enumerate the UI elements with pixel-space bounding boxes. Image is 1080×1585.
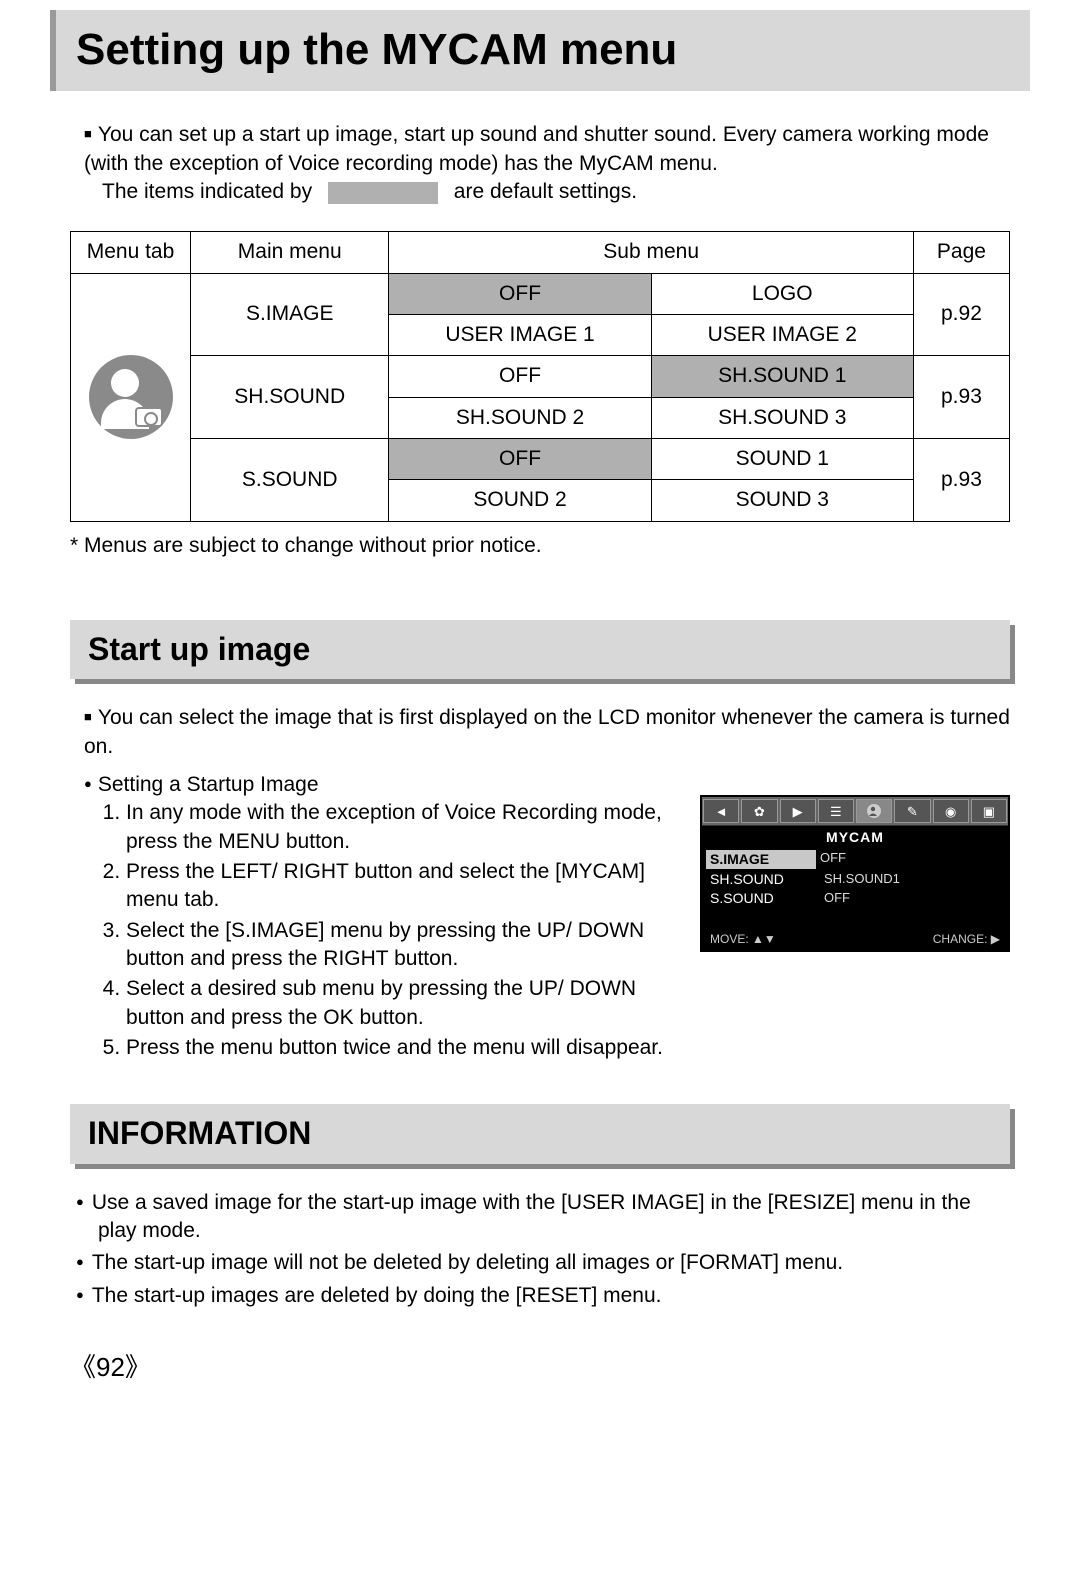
lcd-tab-icon: ▣	[971, 799, 1007, 823]
lcd-row-value: OFF	[820, 890, 1000, 907]
info-item: The start-up image will not be deleted b…	[98, 1249, 1010, 1277]
lcd-row: S.IMAGE OFF	[702, 849, 1008, 870]
lcd-row-value: SH.SOUND1	[820, 871, 1000, 888]
page-cell: p.92	[913, 273, 1009, 356]
sub-cell: USER IMAGE 1	[389, 315, 651, 356]
sub-cell: SOUND 2	[389, 480, 651, 521]
page-title-bar: Setting up the MYCAM menu	[50, 10, 1030, 91]
main-ssound: S.SOUND	[191, 439, 389, 522]
sub-cell: SH.SOUND 2	[389, 397, 651, 438]
page-title: Setting up the MYCAM menu	[76, 20, 1010, 79]
sub-cell: SOUND 3	[651, 480, 913, 521]
default-swatch	[328, 182, 438, 204]
lcd-row: SH.SOUND SH.SOUND1	[702, 870, 1008, 889]
table-row: S.IMAGE OFF LOGO p.92	[71, 273, 1010, 314]
lcd-footer: MOVE: ▲▼ CHANGE: ▶	[702, 926, 1008, 950]
section-startup-body: You can select the image that is first d…	[84, 704, 1010, 1064]
intro-line1: You can set up a start up image, start u…	[84, 121, 1010, 178]
lcd-row-label: S.SOUND	[710, 890, 820, 907]
sub-cell: OFF	[389, 273, 651, 314]
sub-cell: SH.SOUND 3	[651, 397, 913, 438]
mycam-menu-table: Menu tab Main menu Sub menu Page S.IMAGE…	[70, 231, 1010, 521]
lcd-row-label: S.IMAGE	[706, 850, 816, 869]
info-item: The start-up images are deleted by doing…	[98, 1282, 1010, 1310]
table-row: SH.SOUND OFF SH.SOUND 1 p.93	[71, 356, 1010, 397]
sub-cell: SH.SOUND 1	[651, 356, 913, 397]
step-item: In any mode with the exception of Voice …	[126, 799, 670, 856]
main-shsound: SH.SOUND	[191, 356, 389, 439]
startup-intro: You can select the image that is first d…	[84, 704, 1010, 761]
lcd-preview: ◄ ✿ ▶ ☰ ✎ ◉ ▣ MYCAM S.IMAGE OFF SH.SOUND…	[700, 795, 1010, 952]
table-row: S.SOUND OFF SOUND 1 p.93	[71, 439, 1010, 480]
lcd-tab-icon: ☰	[818, 799, 854, 823]
section-info-heading: INFORMATION	[70, 1104, 1010, 1163]
sub-cell: LOGO	[651, 273, 913, 314]
lcd-tab-icon: ◄	[703, 799, 739, 823]
lcd-change-hint: CHANGE: ▶	[933, 932, 1000, 946]
lcd-tab-icon: ✎	[894, 799, 930, 823]
table-header-row: Menu tab Main menu Sub menu Page	[71, 232, 1010, 273]
lcd-tabs: ◄ ✿ ▶ ☰ ✎ ◉ ▣	[702, 797, 1008, 826]
sub-cell: OFF	[389, 356, 651, 397]
page-cell: p.93	[913, 356, 1009, 439]
lcd-row: S.SOUND OFF	[702, 889, 1008, 908]
info-item: Use a saved image for the start-up image…	[98, 1189, 1010, 1246]
step-item: Select the [S.IMAGE] menu by pressing th…	[126, 917, 670, 974]
page-number: 《92》	[70, 1350, 1010, 1385]
col-sub-menu: Sub menu	[389, 232, 913, 273]
lcd-tab-icon: ◉	[933, 799, 969, 823]
info-list: Use a saved image for the start-up image…	[98, 1189, 1010, 1310]
table-footnote: * Menus are subject to change without pr…	[70, 532, 1010, 560]
col-menu-tab: Menu tab	[71, 232, 191, 273]
sub-cell: OFF	[389, 439, 651, 480]
lcd-title: MYCAM	[702, 826, 1008, 849]
intro-line2: The items indicated by are default setti…	[102, 178, 1010, 206]
section-startup-heading: Start up image	[70, 620, 1010, 679]
col-main-menu: Main menu	[191, 232, 389, 273]
step-item: Press the LEFT/ RIGHT button and select …	[126, 858, 670, 915]
startup-steps: In any mode with the exception of Voice …	[126, 799, 670, 1064]
lcd-row-value: OFF	[816, 850, 1000, 869]
lcd-row-label: SH.SOUND	[710, 871, 820, 888]
lcd-tab-mycam-icon	[856, 799, 892, 823]
col-page: Page	[913, 232, 1009, 273]
menu-tab-icon-cell	[71, 273, 191, 521]
main-simage: S.IMAGE	[191, 273, 389, 356]
intro-block: You can set up a start up image, start u…	[84, 121, 1010, 206]
lcd-move-hint: MOVE: ▲▼	[710, 932, 776, 946]
sub-cell: SOUND 1	[651, 439, 913, 480]
mycam-icon	[89, 355, 173, 439]
lcd-tab-icon: ✿	[741, 799, 777, 823]
page-cell: p.93	[913, 439, 1009, 522]
step-item: Press the menu button twice and the menu…	[126, 1034, 670, 1062]
step-item: Select a desired sub menu by pressing th…	[126, 975, 670, 1032]
sub-cell: USER IMAGE 2	[651, 315, 913, 356]
lcd-tab-icon: ▶	[780, 799, 816, 823]
